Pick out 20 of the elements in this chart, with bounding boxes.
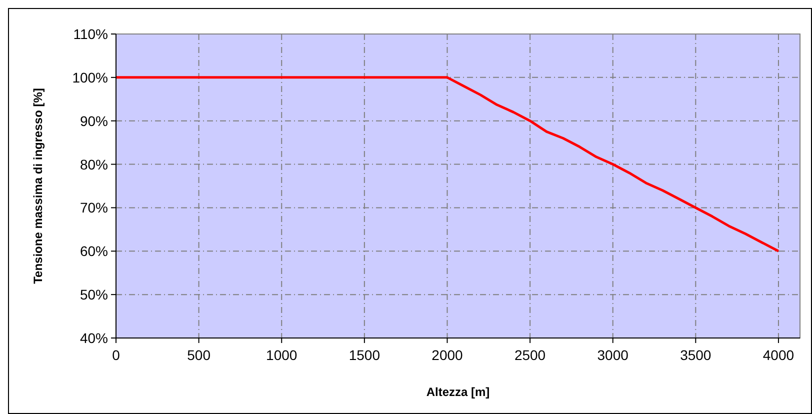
x-tick-label: 2500 [514,347,546,363]
x-axis-title: Altezza [m] [426,385,490,399]
x-tick-label: 1000 [266,347,298,363]
x-tick-label: 0 [112,347,120,363]
x-tick-label: 1500 [348,347,380,363]
x-tick-label: 3000 [597,347,629,363]
y-tick-label: 70% [80,200,108,216]
y-tick-label: 80% [80,156,108,172]
x-tick-label: 4000 [762,347,794,363]
y-axis-title: Tensione massima di ingresso [%] [31,88,45,284]
x-tick-label: 3500 [680,347,712,363]
y-tick-label: 60% [80,243,108,260]
y-tick-label: 40% [80,330,108,346]
y-tick-label: 110% [73,26,108,42]
y-tick-label: 90% [80,112,108,129]
x-tick-label: 500 [187,347,211,363]
y-tick-label: 50% [80,286,108,303]
line-series [114,76,780,252]
y-tick-label: 100% [72,69,108,86]
x-tick-label: 2000 [432,347,464,363]
